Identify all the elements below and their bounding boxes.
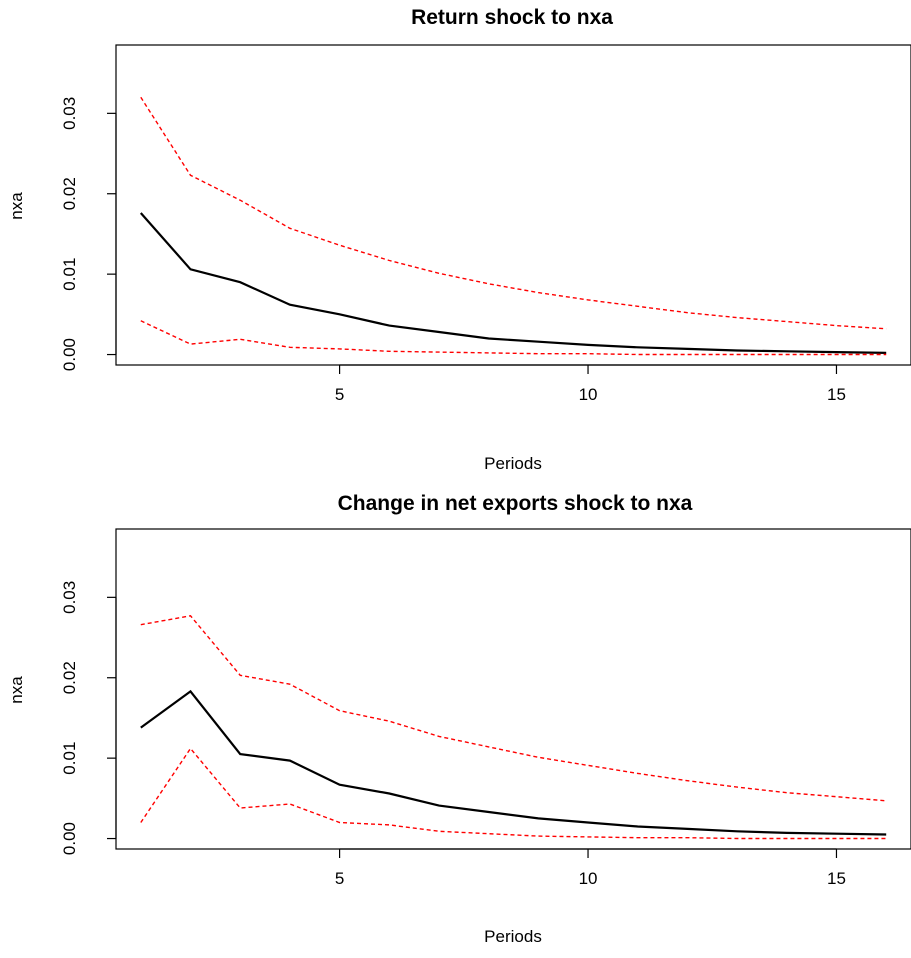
y-tick-label: 0.02 (60, 177, 79, 210)
x-tick-label: 5 (335, 869, 344, 888)
y-axis: 0.00 0.01 0.02 0.03 (60, 97, 117, 371)
series-line-upper-band (140, 615, 887, 802)
panel-return-shock: Return shock to nxa 5 10 15 0.000.010.020.… (7, 6, 911, 473)
plot-frame (115, 44, 911, 366)
x-tick-label: 10 (579, 869, 598, 888)
y-tick-label: 0.01 (60, 742, 79, 775)
plot-frame (115, 528, 911, 850)
y-axis: 0.00 0.01 0.02 0.03 (60, 581, 117, 855)
y-tick-label: 0.02 (60, 661, 79, 694)
x-axis: 5 10 15 (335, 364, 846, 404)
x-tick-label: 15 (827, 869, 846, 888)
y-tick-label: 0.00 (60, 822, 79, 855)
series-group (139, 96, 887, 356)
chart-title: Change in net exports shock to nxa (338, 492, 693, 515)
y-tick-label: 0.03 (60, 581, 79, 614)
x-tick-label: 10 (579, 385, 598, 404)
x-axis-label: Periods (484, 927, 542, 946)
series-line-upper-band (140, 96, 887, 330)
series-group (140, 615, 887, 840)
y-tick-label: 0.00 (60, 338, 79, 371)
y-axis-label: nxa (7, 192, 26, 220)
series-line-estimate (139, 212, 887, 354)
x-axis: 5 10 15 (335, 848, 846, 888)
y-tick-label: 0.01 (60, 258, 79, 291)
y-axis-label: nxa (7, 676, 26, 704)
series-line-lower-band (140, 747, 887, 840)
panel-net-exports-shock: Change in net exports shock to nxa 5 10 15… (7, 492, 911, 946)
x-tick-label: 15 (827, 385, 846, 404)
x-axis-label: Periods (484, 454, 542, 473)
series-line-lower-band (140, 320, 887, 356)
series-line-estimate (140, 689, 887, 836)
y-tick-label: 0.03 (60, 97, 79, 130)
x-tick-label: 5 (335, 385, 344, 404)
chart-title: Return shock to nxa (411, 6, 613, 29)
